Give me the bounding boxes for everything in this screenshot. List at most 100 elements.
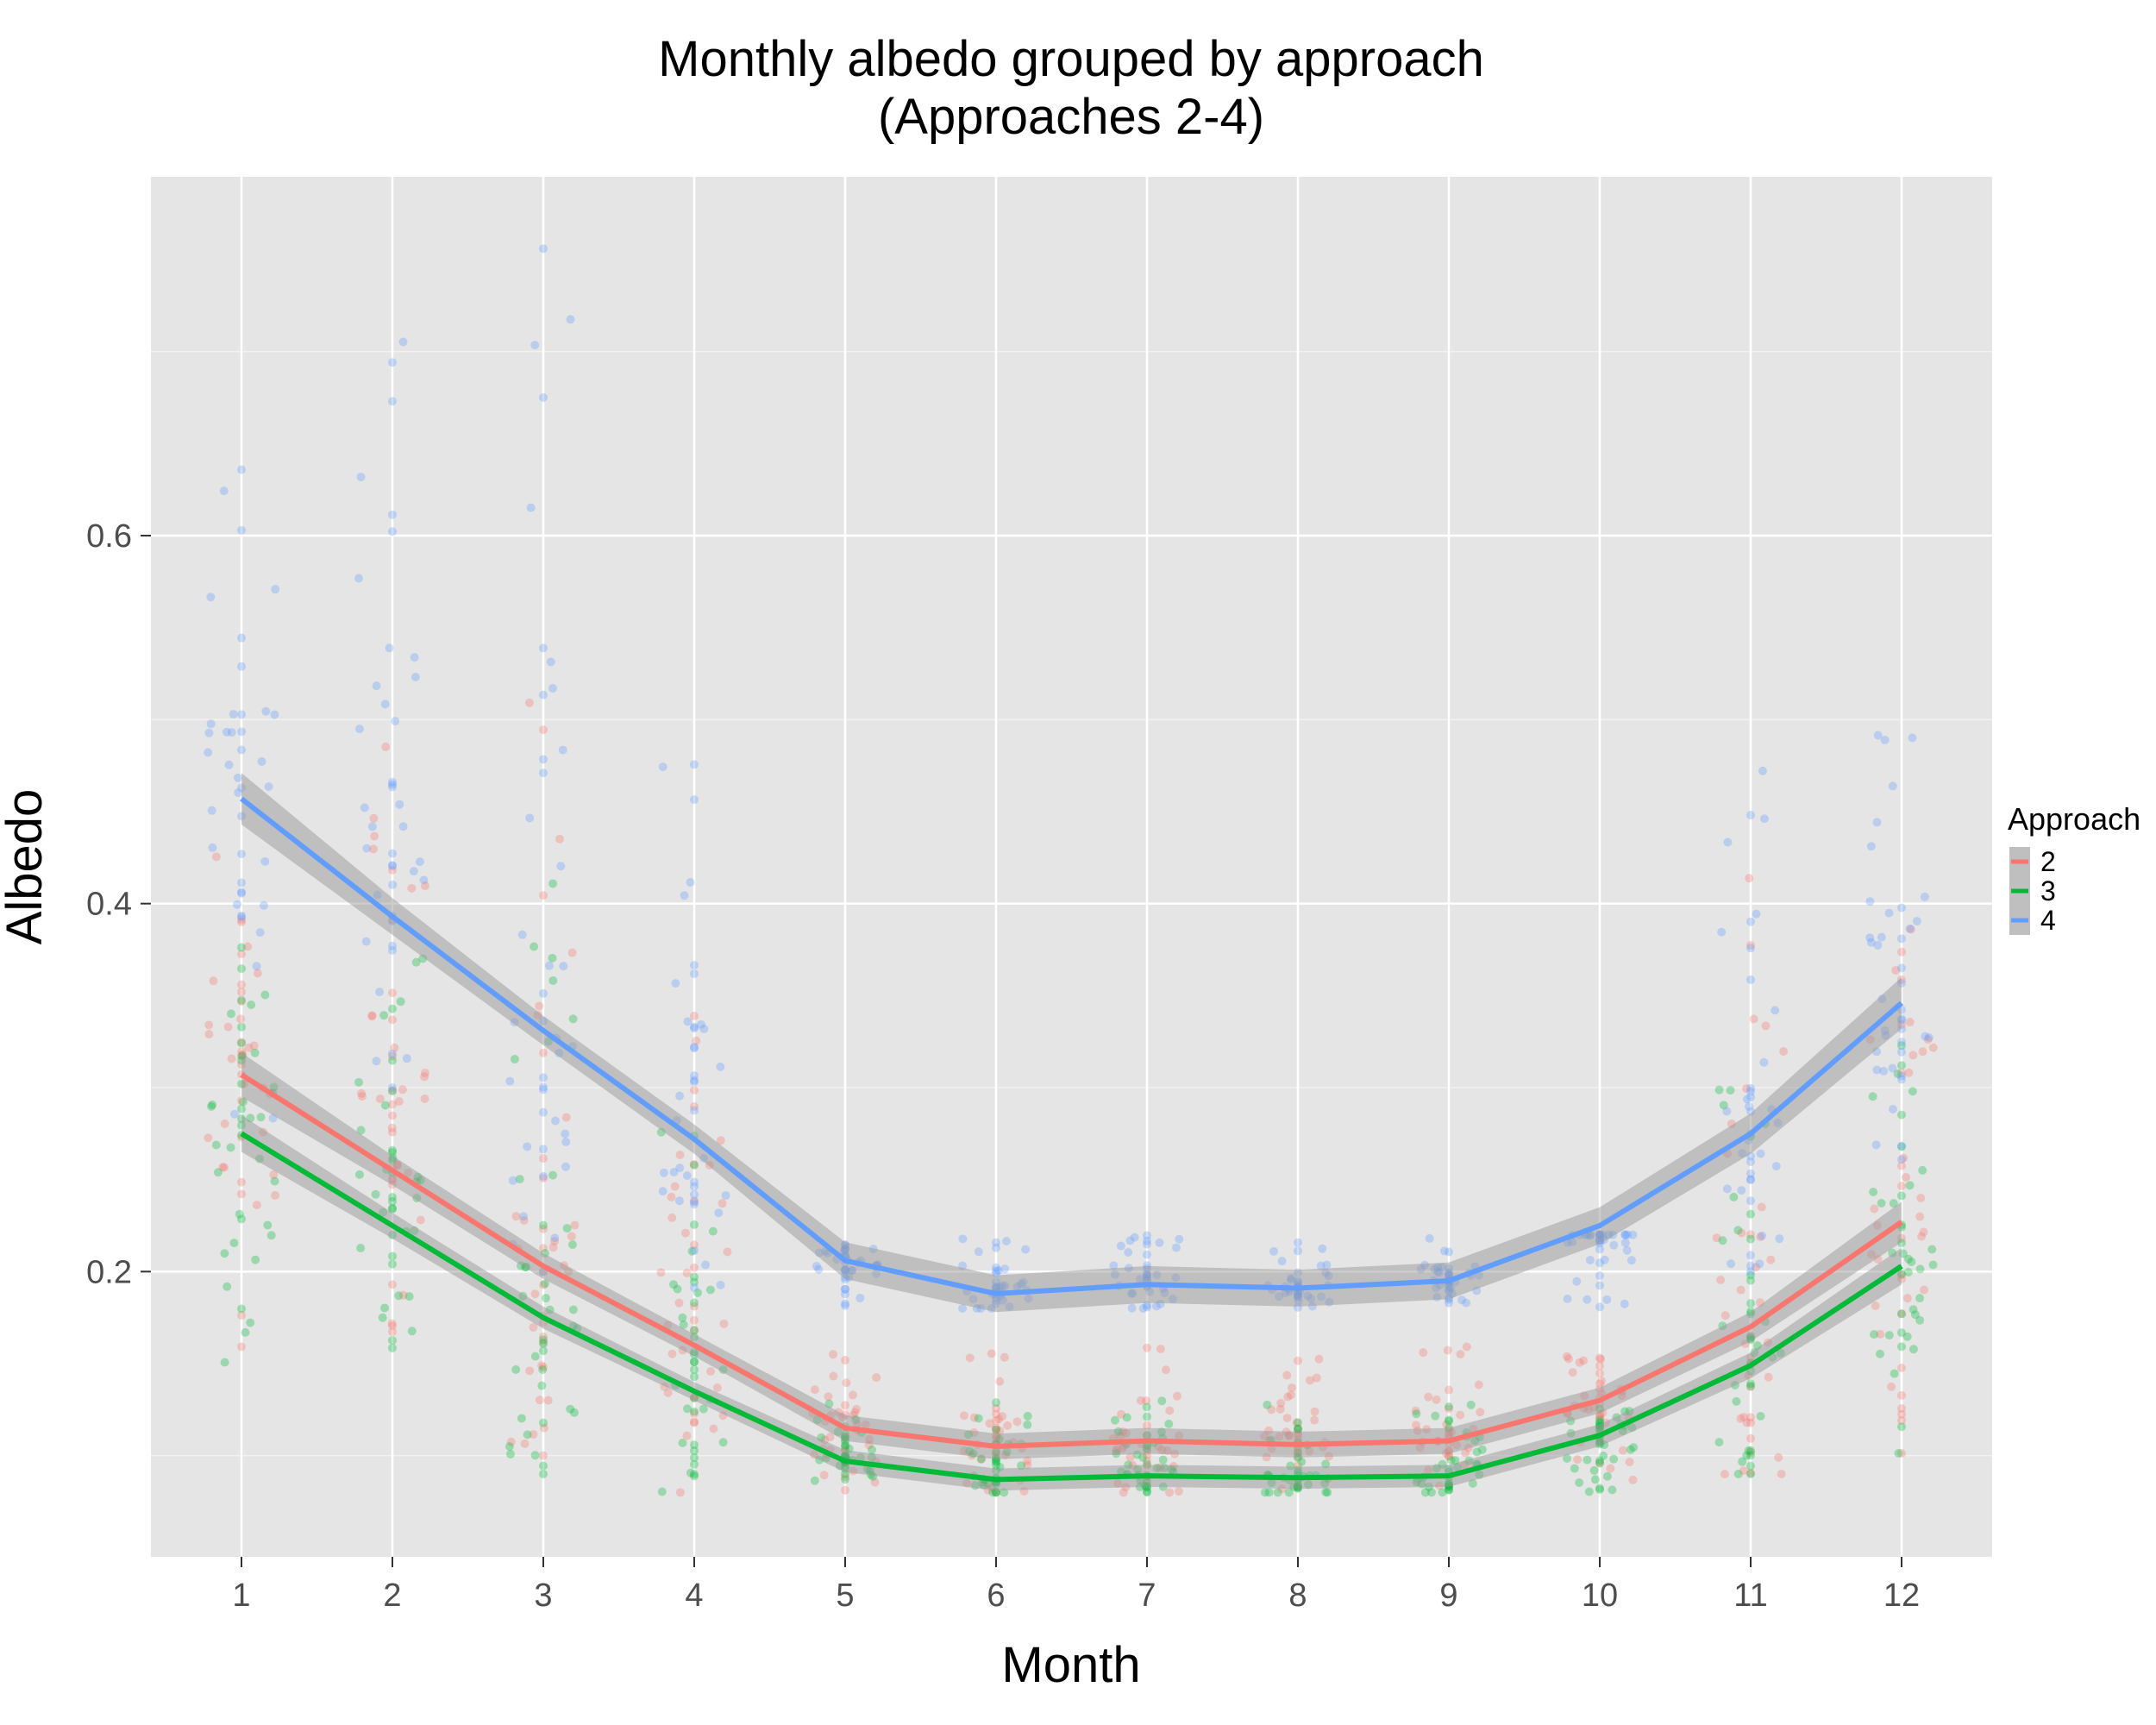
data-point — [1629, 1443, 1639, 1452]
data-point — [1897, 1309, 1906, 1319]
data-point — [1156, 1344, 1165, 1353]
data-point — [1127, 1303, 1137, 1313]
data-point — [992, 1460, 1000, 1470]
data-point — [1273, 1488, 1282, 1497]
data-point — [555, 834, 565, 844]
data-point — [719, 1319, 729, 1328]
data-point — [263, 1220, 273, 1230]
data-point — [237, 1214, 246, 1224]
y-tick-label: 0.2 — [86, 1254, 132, 1290]
y-axis-title: Albedo — [0, 789, 53, 945]
data-point — [229, 1239, 239, 1248]
data-point — [679, 1320, 688, 1329]
data-point — [690, 1470, 699, 1479]
data-point — [1746, 1234, 1755, 1244]
data-point — [992, 1423, 1000, 1433]
data-point — [1897, 1328, 1906, 1338]
data-point — [388, 865, 397, 875]
data-point — [1887, 1382, 1896, 1391]
data-point — [1563, 1453, 1572, 1463]
data-point — [1888, 1063, 1897, 1073]
data-point — [1595, 1458, 1604, 1468]
data-point — [667, 1192, 676, 1201]
data-point — [369, 813, 379, 823]
data-point — [992, 1238, 1000, 1247]
data-point — [237, 1311, 246, 1320]
data-point — [1897, 1390, 1906, 1400]
data-point — [1920, 1285, 1929, 1295]
data-point — [992, 1266, 1000, 1276]
data-point — [236, 1014, 246, 1024]
data-point — [1775, 1234, 1784, 1244]
data-point — [1294, 1356, 1302, 1365]
data-point — [523, 1142, 532, 1151]
data-point — [1742, 1084, 1752, 1094]
data-point — [539, 1461, 548, 1471]
data-point — [420, 1072, 429, 1082]
data-point — [1928, 1260, 1938, 1270]
data-point — [841, 1299, 849, 1308]
data-point — [388, 1321, 397, 1331]
data-point — [1570, 1464, 1579, 1473]
data-point — [204, 728, 214, 737]
data-point — [1626, 1445, 1635, 1454]
data-point — [1920, 892, 1929, 901]
data-point — [1908, 1051, 1918, 1060]
data-point — [992, 1415, 1000, 1425]
data-point — [1595, 1485, 1604, 1495]
data-point — [539, 690, 548, 699]
data-point — [1318, 1244, 1327, 1253]
data-point — [1746, 1470, 1755, 1478]
line-series-4 — [240, 796, 1903, 1296]
data-point — [362, 844, 372, 853]
data-point — [1868, 1092, 1877, 1101]
data-point — [1323, 1488, 1332, 1497]
data-point — [356, 1126, 366, 1135]
data-point — [1871, 1140, 1881, 1150]
data-point — [539, 1171, 548, 1181]
data-point — [357, 1088, 367, 1098]
data-point — [539, 1244, 548, 1253]
data-point — [810, 1476, 819, 1485]
data-point — [388, 1280, 397, 1289]
data-point — [1746, 1157, 1755, 1167]
data-point — [539, 1451, 548, 1460]
data-point — [1276, 1398, 1286, 1408]
data-point — [1910, 1310, 1920, 1320]
line-series-2 — [240, 1072, 1903, 1449]
data-point — [1737, 1186, 1746, 1195]
data-point — [1000, 1264, 1010, 1274]
data-point — [556, 862, 566, 871]
data-point — [674, 1196, 684, 1206]
legend-title: Approach — [2008, 801, 2140, 837]
data-point — [237, 888, 246, 898]
data-point — [1746, 1230, 1755, 1239]
data-point — [237, 888, 246, 897]
data-point — [1720, 1470, 1729, 1478]
data-point — [658, 1187, 667, 1196]
data-point — [375, 988, 385, 997]
data-point — [539, 1085, 548, 1095]
data-point — [375, 1095, 385, 1104]
y-axis: 0.2 0.4 0.6 — [86, 518, 151, 1290]
data-point — [1609, 1240, 1619, 1250]
data-point — [1897, 947, 1906, 957]
data-point — [690, 1283, 699, 1292]
data-point — [690, 1471, 699, 1481]
data-point — [539, 1173, 548, 1182]
data-point — [1746, 811, 1755, 820]
data-point — [519, 1215, 529, 1225]
data-point — [204, 1020, 214, 1030]
data-point — [237, 850, 246, 859]
data-point — [1779, 1047, 1789, 1057]
data-point — [398, 337, 408, 347]
data-point — [1746, 1169, 1755, 1178]
data-point — [404, 1292, 414, 1302]
data-point — [686, 1468, 695, 1477]
data-point — [237, 980, 246, 989]
data-point — [388, 1049, 397, 1058]
data-point — [1143, 1236, 1151, 1245]
data-point — [1897, 1422, 1906, 1432]
data-point — [1716, 1275, 1726, 1284]
data-point — [1446, 1455, 1456, 1465]
